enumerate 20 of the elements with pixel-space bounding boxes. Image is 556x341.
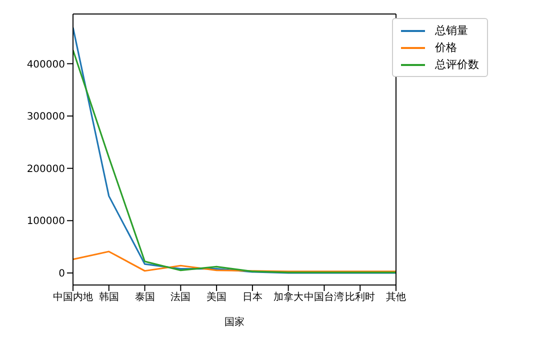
x-tick-label: 韩国 [98, 291, 119, 304]
x-tick-label: 美国 [206, 291, 227, 304]
legend-label: 价格 [435, 40, 457, 55]
legend-label: 总评价数 [435, 57, 479, 72]
legend-label: 总销量 [435, 23, 468, 38]
x-tick-label: 中国内地 [53, 291, 93, 304]
x-tick-label: 泰国 [134, 292, 155, 304]
y-tick-label: 300000 [26, 112, 65, 123]
x-tick-label: 日本 [242, 291, 262, 304]
y-tick-label: 200000 [26, 164, 65, 175]
x-tick-label: 其他 [386, 291, 406, 304]
y-tick-label: 100000 [26, 216, 65, 228]
x-tick-label: 比利时 [345, 291, 376, 304]
x-tick-label: 加拿大 [273, 291, 304, 304]
line-series [73, 250, 396, 272]
x-tick-label: 中国台湾 [304, 291, 344, 304]
x-tick-label: 法国 [170, 291, 191, 304]
x-axis-title: 国家 [224, 316, 244, 328]
y-tick-label: 0 [58, 268, 65, 280]
y-tick-label: 400000 [26, 59, 65, 70]
